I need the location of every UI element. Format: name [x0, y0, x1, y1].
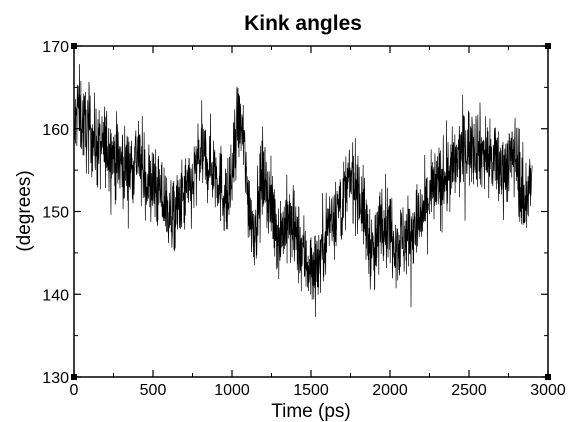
- y-axis-label: (degrees): [14, 170, 35, 251]
- y-tick-label: 130: [42, 370, 69, 387]
- y-tick-label: 160: [42, 122, 69, 139]
- axis-ticks: 0 500 1000 1500 2000 2500 3000 130 140 150 160 170: [42, 39, 566, 399]
- x-tick-label: 500: [140, 382, 167, 399]
- y-tick-label: 170: [42, 39, 69, 56]
- frame-corner: [71, 43, 77, 49]
- x-tick-label: 2000: [372, 382, 408, 399]
- x-axis-label: Time (ps): [271, 401, 351, 422]
- frame-corner: [545, 374, 551, 380]
- frame-corner: [71, 374, 77, 380]
- x-tick-label: 1000: [214, 382, 250, 399]
- x-tick-label: 1500: [293, 382, 329, 399]
- x-tick-label: 2500: [451, 382, 487, 399]
- series-layer: [73, 64, 533, 317]
- x-tick-label: 0: [70, 382, 79, 399]
- x-tick-label: 3000: [530, 382, 566, 399]
- y-tick-label: 150: [42, 205, 69, 222]
- series-line-0: [73, 64, 533, 317]
- frame-corner: [545, 43, 551, 49]
- chart-title: Kink angles: [244, 12, 362, 35]
- y-tick-label: 140: [42, 287, 69, 304]
